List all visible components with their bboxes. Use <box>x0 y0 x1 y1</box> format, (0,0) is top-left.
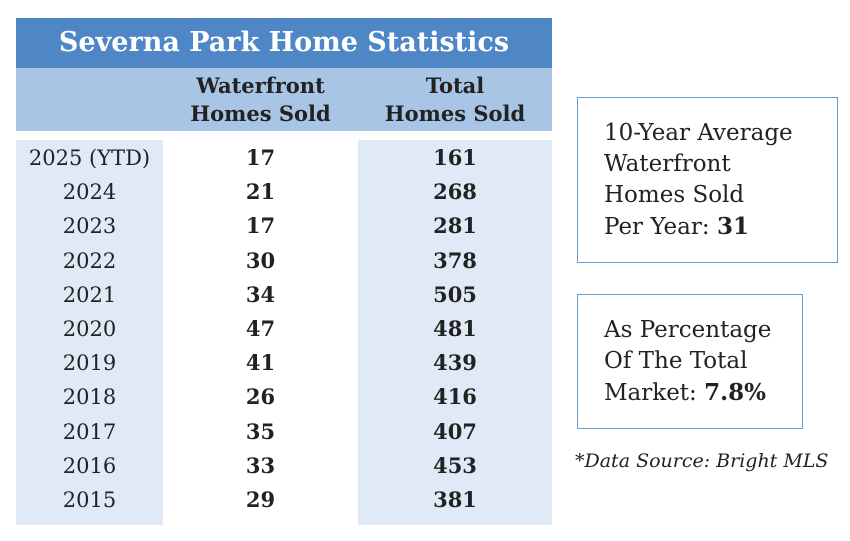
header-line: Total <box>425 73 485 98</box>
value-cell: 161 <box>433 145 477 170</box>
box-text: Per Year: <box>604 214 710 240</box>
year-cell: 2021 <box>62 282 117 307</box>
column-header <box>16 70 163 130</box>
year-cell: 2016 <box>62 453 117 478</box>
box-text: Waterfront <box>604 151 731 177</box>
column-bg <box>163 140 358 525</box>
year-cell: 2025 (YTD) <box>28 146 151 170</box>
header-row <box>16 68 552 131</box>
box-text: 10-Year Average <box>604 120 793 146</box>
box-line: 10-Year Average <box>604 118 837 149</box>
value-cell: 47 <box>245 316 276 341</box>
value-cell: 17 <box>245 213 276 239</box>
value-cell: 30 <box>245 247 276 273</box>
column-header: Total Homes Sold <box>358 70 552 130</box>
value-cell: 17 <box>245 145 276 170</box>
box-line: As Percentage <box>604 315 802 346</box>
box-text: As Percentage <box>604 317 772 343</box>
box-line: Market: 7.8% <box>604 377 802 409</box>
value-cell: 416 <box>433 384 477 410</box>
box-line: Homes Sold <box>604 180 837 211</box>
stat-box: 10-Year Average Waterfront Homes Sold Per Y… <box>577 97 838 263</box>
year-cell: 2023 <box>62 214 117 239</box>
value-cell: 407 <box>433 418 477 444</box>
value-cell: 453 <box>433 452 477 478</box>
year-cell: 2019 <box>62 351 117 376</box>
value-cell: 33 <box>245 452 276 478</box>
box-line: Per Year: 31 <box>604 211 837 243</box>
box-text: Homes Sold <box>604 182 745 208</box>
box-text: Market: <box>604 380 697 406</box>
box-line: Waterfront <box>604 149 837 180</box>
year-cell: 2018 <box>62 385 117 410</box>
value-cell: 505 <box>433 281 477 307</box>
box-value: 31 <box>716 213 749 240</box>
value-cell: 281 <box>433 213 477 239</box>
column-bg <box>16 140 163 525</box>
box-line: Of The Total <box>604 346 802 377</box>
value-cell: 481 <box>433 316 477 341</box>
value-cell: 21 <box>245 179 276 205</box>
column-header: Waterfront Homes Sold <box>163 70 358 130</box>
year-cell: 2017 <box>62 419 117 444</box>
value-cell: 41 <box>245 350 276 376</box>
year-cell: 2022 <box>62 248 117 273</box>
box-text: Of The Total <box>604 348 748 374</box>
year-cell: 2024 <box>62 180 117 205</box>
value-cell: 34 <box>245 281 276 307</box>
year-cell: 2020 <box>62 317 117 341</box>
year-cell: 2015 <box>62 488 117 512</box>
source-note: *Data Source: Bright MLS <box>575 450 829 472</box>
value-cell: 26 <box>245 384 276 410</box>
value-cell: 268 <box>433 179 477 205</box>
box-value: 7.8% <box>704 379 766 406</box>
header-line: Waterfront <box>196 73 325 98</box>
column-bg <box>358 140 552 525</box>
value-cell: 381 <box>433 487 477 512</box>
header-line: Homes Sold <box>384 101 526 126</box>
value-cell: 378 <box>433 247 477 273</box>
value-cell: 439 <box>433 350 477 376</box>
stat-box: As Percentage Of The Total Market: 7.8% <box>577 294 803 429</box>
value-cell: 35 <box>245 418 276 444</box>
table-title: Severna Park Home Statistics <box>16 18 552 68</box>
header-line: Homes Sold <box>190 101 331 126</box>
value-cell: 29 <box>245 487 276 512</box>
